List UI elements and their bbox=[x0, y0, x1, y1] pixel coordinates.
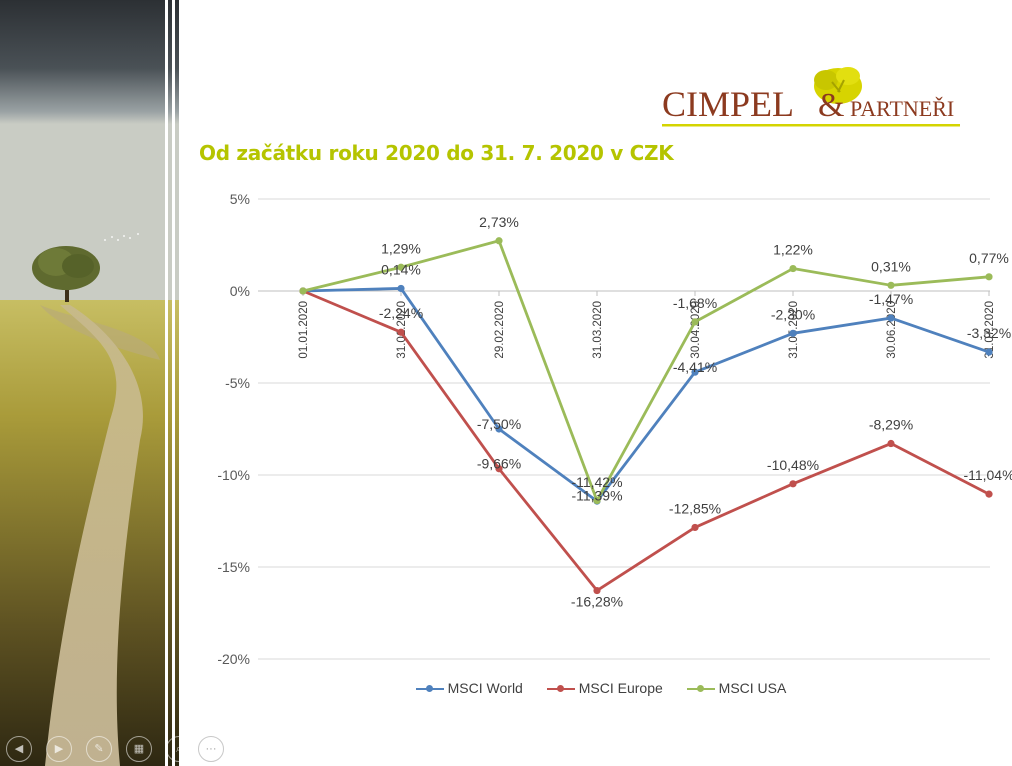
tree-logo-icon bbox=[814, 67, 862, 104]
data-point bbox=[985, 273, 993, 281]
data-label: -10,48% bbox=[767, 457, 819, 473]
x-tick-label: 31.07.2020 bbox=[984, 301, 996, 359]
x-tick-label: 01.01.2020 bbox=[298, 301, 310, 359]
data-label: 1,22% bbox=[773, 242, 813, 258]
data-label: -8,29% bbox=[869, 417, 913, 433]
data-label: -11,42% bbox=[571, 474, 622, 490]
data-label: -12,85% bbox=[669, 500, 721, 516]
slides-icon[interactable]: ▦ bbox=[126, 736, 152, 762]
legend-item-msci-world: MSCI World bbox=[415, 680, 523, 696]
data-point bbox=[887, 439, 895, 448]
data-point bbox=[789, 480, 797, 488]
data-point bbox=[789, 329, 797, 337]
more-options-icon[interactable]: ··· bbox=[198, 736, 224, 762]
data-point bbox=[495, 465, 503, 473]
y-tick-label: 5% bbox=[230, 191, 250, 207]
legend-swatch-msci-world bbox=[415, 683, 444, 695]
data-point bbox=[593, 586, 601, 595]
legend-item-msci-usa: MSCI USA bbox=[686, 680, 786, 696]
y-tick-label: -20% bbox=[217, 651, 250, 667]
pen-icon[interactable]: ✎ bbox=[86, 736, 112, 762]
data-point bbox=[691, 523, 699, 532]
data-point bbox=[397, 263, 405, 271]
data-point bbox=[985, 348, 993, 356]
data-label: 0,14% bbox=[381, 261, 421, 277]
arrow-right-icon[interactable]: ▶ bbox=[46, 736, 72, 762]
slide-title: Od začátku roku 2020 do 31. 7. 2020 v CZ… bbox=[199, 141, 674, 165]
data-label: -16,28% bbox=[571, 594, 623, 610]
data-point bbox=[593, 496, 601, 505]
data-label: -1,47% bbox=[869, 291, 913, 307]
data-label: 0,31% bbox=[871, 258, 911, 274]
data-label: -3,32% bbox=[967, 325, 1011, 341]
data-point bbox=[397, 328, 405, 336]
data-label: -1,68% bbox=[673, 295, 717, 311]
legend-swatch-msci-usa bbox=[686, 683, 715, 695]
data-label: -7,50% bbox=[477, 416, 521, 432]
y-tick-label: -10% bbox=[217, 467, 250, 483]
logo-word-cimpel: CIMPEL bbox=[662, 84, 794, 124]
data-label: -2,30% bbox=[771, 306, 815, 322]
data-point bbox=[985, 490, 993, 498]
arrow-left-icon[interactable]: ◀ bbox=[6, 736, 32, 762]
data-point bbox=[887, 281, 895, 289]
data-label: 0,77% bbox=[969, 250, 1009, 266]
data-label: 2,73% bbox=[479, 214, 519, 230]
landscape-photo bbox=[0, 0, 190, 766]
x-tick-label: 31.05.2020 bbox=[788, 301, 800, 359]
series-line-msci-usa bbox=[302, 239, 990, 502]
data-point bbox=[789, 264, 797, 273]
data-point bbox=[495, 237, 503, 245]
chart-legend: MSCI World MSCI Europe MSCI USA bbox=[190, 680, 1012, 696]
logo-ampersand: & bbox=[818, 87, 844, 124]
y-tick-label: -15% bbox=[217, 559, 250, 575]
data-point bbox=[691, 368, 699, 376]
data-label: 1,29% bbox=[381, 240, 421, 256]
data-point bbox=[691, 318, 699, 326]
x-tick-label: 29.02.2020 bbox=[494, 301, 506, 359]
company-logo: CIMPEL & PARTNEŘI bbox=[662, 67, 960, 127]
line-chart: 5%0%-5%-10%-15%-20% 01.01.202031.01.2020… bbox=[217, 191, 1012, 667]
data-label: -9,66% bbox=[477, 456, 521, 472]
x-tick-label: 30.06.2020 bbox=[886, 301, 898, 359]
data-point bbox=[397, 284, 405, 293]
data-label: -11,39% bbox=[571, 488, 622, 504]
series-line-msci-world bbox=[302, 287, 990, 503]
series-line-msci-europe bbox=[302, 289, 990, 592]
data-label: -11,04% bbox=[963, 467, 1012, 483]
data-label: -2,24% bbox=[379, 305, 423, 321]
logo-word-partneri: PARTNEŘI bbox=[850, 96, 954, 121]
slideshow-toolbar: ◀ ▶ ✎ ▦ ⌕ ··· bbox=[0, 734, 240, 764]
data-label: -4,41% bbox=[673, 359, 717, 375]
zoom-icon[interactable]: ⌕ bbox=[166, 736, 192, 762]
legend-swatch-msci-europe bbox=[546, 683, 575, 695]
x-tick-label: 30.04.2020 bbox=[690, 301, 702, 359]
y-tick-label: 0% bbox=[230, 283, 250, 299]
data-point bbox=[887, 314, 895, 322]
x-tick-label: 31.03.2020 bbox=[592, 301, 604, 359]
data-point bbox=[495, 425, 503, 433]
legend-item-msci-europe: MSCI Europe bbox=[546, 680, 663, 696]
y-tick-label: -5% bbox=[225, 375, 250, 391]
data-point bbox=[299, 287, 307, 295]
